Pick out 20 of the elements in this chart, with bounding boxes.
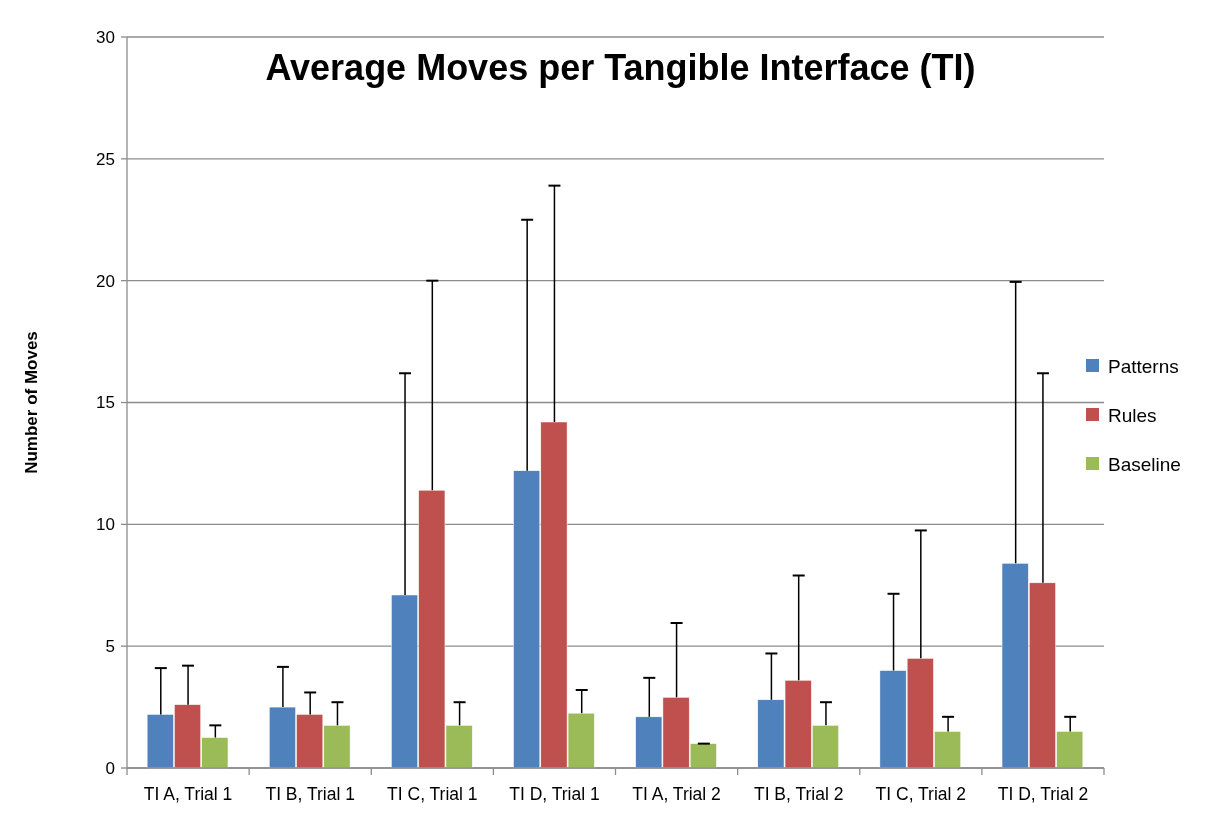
y-tick-label: 30 [96, 27, 115, 47]
y-tick-label: 5 [105, 637, 115, 657]
y-tick-label: 25 [96, 149, 115, 169]
y-axis-title: Number of Moves [22, 331, 41, 474]
y-tick-label: 0 [105, 758, 115, 778]
legend-label: Rules [1108, 404, 1157, 426]
y-tick-label: 15 [96, 393, 115, 413]
x-tick-label: TI C, Trial 2 [875, 784, 967, 804]
y-tick-label: 20 [96, 271, 115, 291]
legend-label: Baseline [1108, 453, 1181, 475]
legend-label: Patterns [1108, 355, 1179, 377]
chart-title: Average Moves per Tangible Interface (TI) [265, 47, 976, 88]
y-tick-label: 10 [96, 515, 115, 535]
x-tick-label: TI D, Trial 1 [509, 784, 600, 804]
x-tick-label: TI A, Trial 1 [143, 784, 233, 804]
x-tick-label: TI A, Trial 2 [632, 784, 721, 804]
x-tick-label: TI D, Trial 2 [997, 784, 1089, 804]
x-tick-label: TI B, Trial 1 [265, 784, 355, 804]
x-tick-label: TI C, Trial 1 [387, 784, 478, 804]
x-tick-label: TI B, Trial 2 [753, 784, 844, 804]
